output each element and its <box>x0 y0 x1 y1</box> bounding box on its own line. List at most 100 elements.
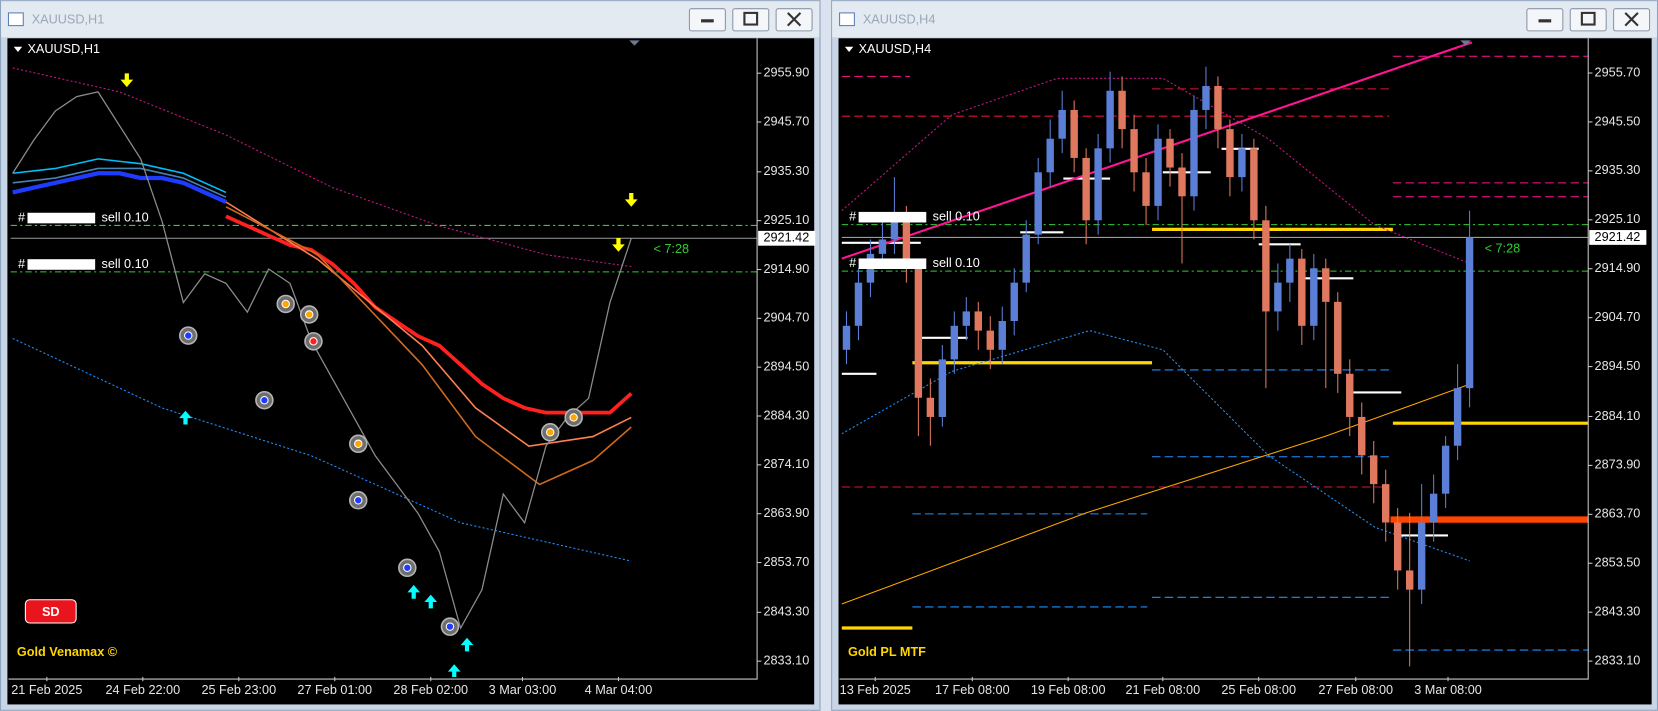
y-tick-label: 2945.50 <box>1595 114 1641 128</box>
order-text: sell 0.10 <box>102 257 149 271</box>
candle-body <box>1346 373 1354 417</box>
trade-mark-dot <box>403 563 412 573</box>
order-text: sell 0.10 <box>933 210 980 224</box>
title-bar <box>832 1 1657 38</box>
order-mask <box>27 259 96 270</box>
candle-body <box>1250 148 1258 221</box>
candle-body <box>998 321 1006 350</box>
candle-body <box>1405 570 1414 590</box>
symbol-arrow <box>13 46 23 53</box>
indicator-line <box>841 330 1470 562</box>
symbol-label: XAUUSD,H4 <box>859 42 932 56</box>
x-tick-label: 4 Mar 04:00 <box>585 683 653 697</box>
scroll-marker <box>629 40 640 46</box>
y-tick-label: 2945.70 <box>763 114 809 128</box>
x-tick-label: 3 Mar 08:00 <box>1414 683 1482 697</box>
candle-body <box>926 397 935 417</box>
current-price-label: 2921.42 <box>763 231 809 245</box>
y-tick-label: 2925.10 <box>763 213 809 227</box>
candle-body <box>914 268 923 398</box>
candle-body <box>1010 282 1018 322</box>
order-tag: # <box>849 256 856 270</box>
symbol-arrow <box>844 46 854 53</box>
candle-body <box>1358 416 1366 456</box>
badge-text: SD <box>42 605 60 619</box>
y-tick-label: 2935.30 <box>763 164 809 178</box>
candle-body <box>986 330 994 350</box>
candle-body <box>1118 90 1126 130</box>
x-tick-label: 27 Feb 01:00 <box>297 683 372 697</box>
trade-mark-dot <box>260 395 269 405</box>
candle-body <box>878 239 887 254</box>
candle-body <box>1441 445 1450 494</box>
candle-body <box>1322 268 1330 302</box>
candle-body <box>1034 172 1042 235</box>
candle-body <box>1286 258 1294 283</box>
scroll-marker <box>1460 40 1471 46</box>
minimize-icon <box>1538 19 1552 23</box>
candle-body <box>1202 85 1210 110</box>
candle-body <box>974 311 982 331</box>
y-tick-label: 2863.90 <box>763 506 809 520</box>
order-tag: # <box>18 257 25 271</box>
candle-body <box>1310 268 1318 326</box>
candle-body <box>1106 90 1114 149</box>
candle-body <box>938 359 947 417</box>
bar-timer: < 7:28 <box>653 242 689 256</box>
indicator-line <box>841 382 1473 605</box>
current-price-box <box>1589 230 1647 245</box>
candle-body <box>1429 493 1438 523</box>
window-title: XAUUSD,H4 <box>863 13 936 27</box>
x-tick-label: 13 Feb 2025 <box>840 683 911 697</box>
trade-mark-dot <box>309 337 318 346</box>
y-tick-label: 2894.50 <box>1595 359 1641 373</box>
x-tick-label: 21 Feb 2025 <box>11 683 82 697</box>
y-tick-label: 2833.10 <box>763 653 809 667</box>
candle-body <box>1154 138 1162 206</box>
trade-mark-dot <box>184 331 193 340</box>
signal-arrow <box>612 238 625 252</box>
candle-body <box>1226 129 1234 178</box>
x-tick-label: 27 Feb 08:00 <box>1318 683 1393 697</box>
candle-body <box>1022 234 1030 283</box>
x-tick-label: 21 Feb 08:00 <box>1125 683 1200 697</box>
y-tick-label: 2894.50 <box>763 360 809 374</box>
candle-body <box>1142 172 1150 206</box>
signal-arrow <box>179 410 192 425</box>
x-tick-label: 24 Feb 22:00 <box>105 683 180 697</box>
candle-body <box>962 311 971 326</box>
plot-area <box>841 41 1589 667</box>
chart-area <box>838 38 1652 705</box>
maximize-button[interactable] <box>1569 8 1607 32</box>
y-tick-label: 2914.90 <box>1595 261 1641 275</box>
minimize-icon <box>701 19 714 23</box>
candle-body <box>902 215 911 269</box>
maximize-icon <box>743 11 759 26</box>
candle-body <box>1417 522 1426 590</box>
trade-mark-dot <box>545 428 555 437</box>
candle-body <box>1298 258 1306 326</box>
candle-body <box>1274 282 1282 312</box>
candle-body <box>1178 167 1186 197</box>
maximize-button[interactable] <box>732 8 770 32</box>
y-tick-label: 2955.70 <box>1595 65 1641 79</box>
trade-mark-dot <box>445 622 455 631</box>
trade-mark-dot <box>304 310 314 319</box>
y-tick-label: 2884.30 <box>763 408 809 422</box>
current-price-box <box>758 230 816 246</box>
trade-mark-dot <box>569 413 578 422</box>
order-text: sell 0.10 <box>102 210 149 224</box>
y-tick-label: 2935.30 <box>1595 163 1641 177</box>
trade-mark-dot <box>281 299 290 309</box>
close-icon <box>1624 12 1639 27</box>
candle-body <box>1370 455 1378 485</box>
y-tick-label: 2873.90 <box>1595 458 1641 472</box>
order-tag: # <box>18 210 25 224</box>
candle-body <box>1238 148 1246 178</box>
candle-body <box>1166 138 1174 168</box>
candle-body <box>842 325 851 350</box>
indicator-line <box>225 214 633 415</box>
candle-body <box>950 325 959 360</box>
indicator-line <box>12 167 227 198</box>
